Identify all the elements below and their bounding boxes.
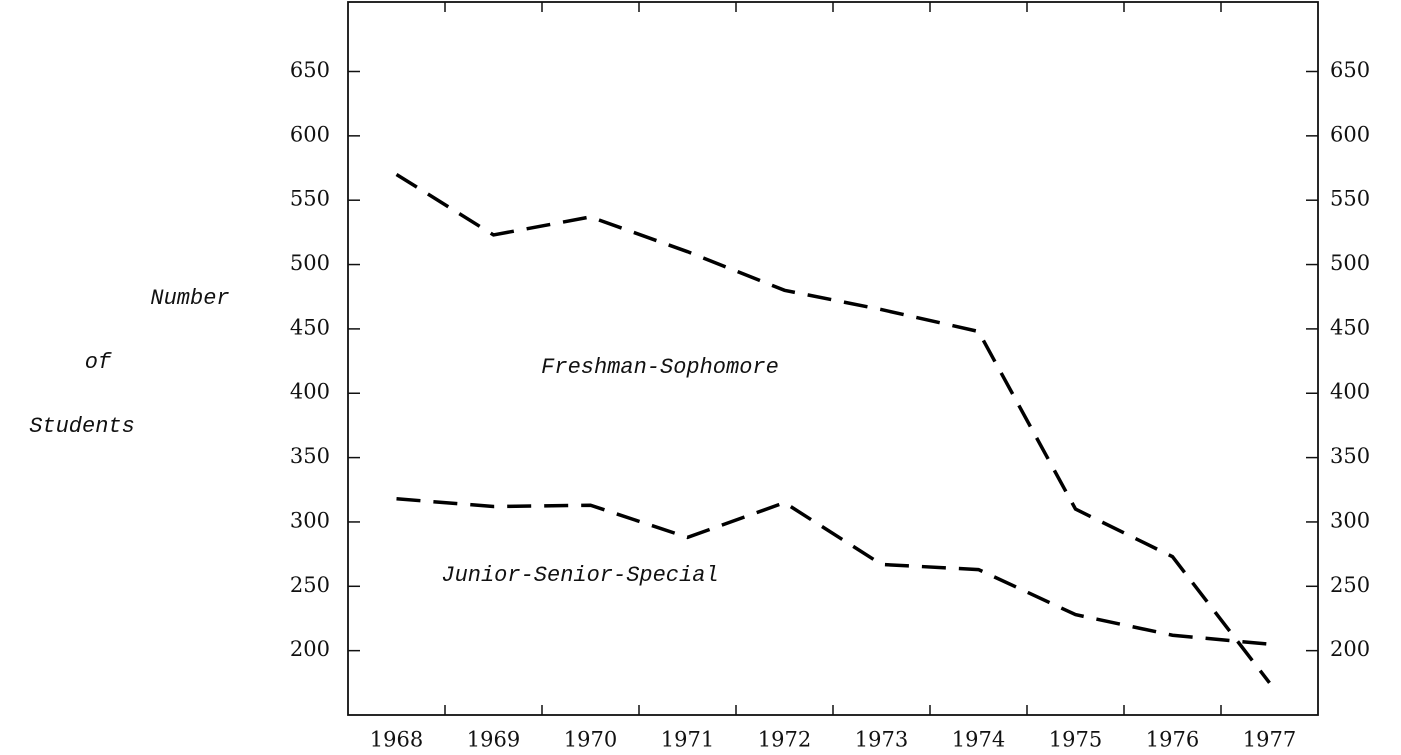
y2-tick-label: 300 — [1330, 508, 1370, 532]
x-tick-label: 1969 — [467, 728, 520, 752]
y2-tick-label: 600 — [1330, 122, 1370, 146]
series-line — [396, 497, 1270, 646]
plot-frame — [347, 1, 1319, 716]
x-tick-label: 1970 — [564, 728, 617, 752]
x-tick-label: 1977 — [1243, 728, 1296, 752]
y-axis-label: of — [85, 350, 112, 375]
y2-tick-label: 450 — [1330, 315, 1370, 339]
series-line — [395, 172, 1271, 684]
y2-tick-label: 500 — [1330, 251, 1370, 275]
y-tick-label: 450 — [290, 315, 330, 339]
y-tick-label: 600 — [290, 122, 330, 146]
y-tick-label: 200 — [290, 637, 330, 661]
y-axis-label: Number — [150, 286, 229, 311]
x-tick-label: 1975 — [1049, 728, 1102, 752]
y2-tick-label: 550 — [1330, 187, 1370, 211]
x-tick-label: 1968 — [370, 728, 423, 752]
x-tick-label: 1974 — [952, 728, 1005, 752]
y-tick-label: 300 — [290, 508, 330, 532]
y2-tick-label: 400 — [1330, 380, 1370, 404]
y-tick-label: 500 — [290, 251, 330, 275]
x-tick-label: 1971 — [661, 728, 714, 752]
x-tick-label: 1972 — [758, 728, 811, 752]
y-tick-label: 250 — [290, 573, 330, 597]
series-label: Freshman-Sophomore — [541, 355, 779, 380]
x-tick-label: 1973 — [855, 728, 908, 752]
y-tick-label: 400 — [290, 380, 330, 404]
y-tick-label: 650 — [290, 58, 330, 82]
series-label: Junior-Senior-Special — [441, 563, 718, 588]
x-tick-label: 1976 — [1146, 728, 1199, 752]
y-axis-label: Students — [29, 414, 135, 439]
y2-tick-label: 650 — [1330, 58, 1370, 82]
y2-tick-label: 250 — [1330, 573, 1370, 597]
y2-tick-label: 200 — [1330, 637, 1370, 661]
y2-tick-label: 350 — [1330, 444, 1370, 468]
y-tick-label: 350 — [290, 444, 330, 468]
y-tick-label: 550 — [290, 187, 330, 211]
